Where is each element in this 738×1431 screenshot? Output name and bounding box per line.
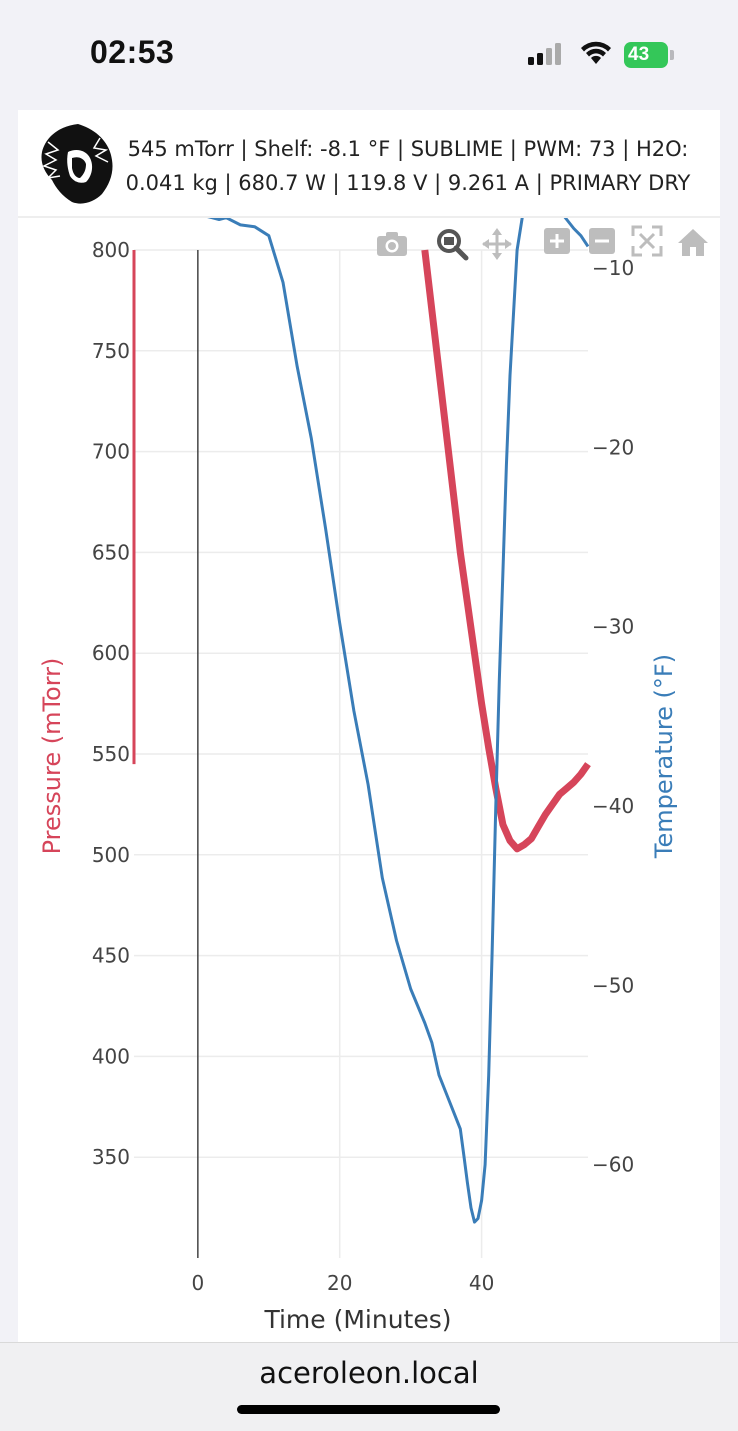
- cellular-signal-icon: [528, 43, 561, 65]
- temperature-tick-label: −30: [592, 615, 634, 639]
- zoom-icon[interactable]: [437, 229, 469, 261]
- status-line-2: 0.041 kg | 680.7 W | 119.8 V | 9.261 A |…: [125, 171, 691, 195]
- zoom-in-icon[interactable]: [544, 228, 570, 254]
- pressure-tick-label: 400: [92, 1044, 130, 1068]
- camera-icon[interactable]: [377, 232, 407, 256]
- browser-bottom-bar: [0, 1342, 738, 1431]
- temperature-tick-label: −20: [592, 435, 634, 459]
- time-tick-label: 20: [327, 1271, 352, 1295]
- lion-logo-icon: [41, 124, 113, 204]
- temperature-axis-label: Temperature (°F): [650, 654, 678, 859]
- pressure-axis-ticks: 350 400 450 500 550 600 650 700 750 800: [92, 238, 130, 1169]
- pressure-tick-label: 450: [92, 944, 130, 968]
- pan-icon[interactable]: [482, 228, 512, 260]
- battery-icon: 43: [624, 42, 674, 68]
- time-tick-label: 40: [469, 1271, 494, 1295]
- temperature-axis-ticks: −10 −20 −30 −40 −50 −60: [592, 256, 634, 1177]
- pressure-tick-label: 500: [92, 843, 130, 867]
- address-bar[interactable]: aceroleon.local: [259, 1356, 479, 1390]
- reset-axes-icon[interactable]: [678, 229, 708, 256]
- wifi-icon: [581, 41, 611, 64]
- status-summary: 545 mTorr | Shelf: -8.1 °F | SUBLIME | P…: [118, 132, 698, 200]
- divider: [18, 216, 720, 218]
- status-line-1: 545 mTorr | Shelf: -8.1 °F | SUBLIME | P…: [127, 137, 689, 161]
- temperature-tick-label: −10: [592, 256, 634, 280]
- home-indicator[interactable]: [237, 1405, 500, 1414]
- time-axis-ticks: 0 20 40: [191, 1271, 494, 1295]
- autoscale-icon[interactable]: [631, 225, 663, 257]
- battery-level: 43: [628, 44, 650, 65]
- pressure-tick-label: 800: [92, 238, 130, 262]
- chart-toolbar: [377, 225, 708, 261]
- temperature-series-line: [207, 218, 590, 1224]
- series-layer: [132, 218, 591, 1224]
- pressure-tick-label: 550: [92, 742, 130, 766]
- time-axis-label: Time (Minutes): [263, 1305, 451, 1334]
- grid-lines: [134, 249, 588, 1258]
- pressure-tick-label: 350: [92, 1145, 130, 1169]
- pressure-tick-label: 650: [92, 540, 130, 564]
- time-tick-label: 0: [191, 1271, 204, 1295]
- status-header: [38, 112, 700, 216]
- temperature-tick-label: −50: [592, 973, 634, 997]
- zoom-out-icon[interactable]: [589, 228, 615, 254]
- pressure-axis-label: Pressure (mTorr): [38, 658, 66, 855]
- temperature-tick-label: −60: [592, 1153, 634, 1177]
- pressure-tick-label: 750: [92, 339, 130, 363]
- ios-status-bar: 02:53 43: [0, 0, 738, 110]
- pressure-tick-label: 600: [92, 641, 130, 665]
- status-time: 02:53: [90, 34, 175, 70]
- temperature-tick-label: −40: [592, 794, 634, 818]
- pressure-series-line: [421, 249, 591, 853]
- pressure-tick-label: 700: [92, 440, 130, 464]
